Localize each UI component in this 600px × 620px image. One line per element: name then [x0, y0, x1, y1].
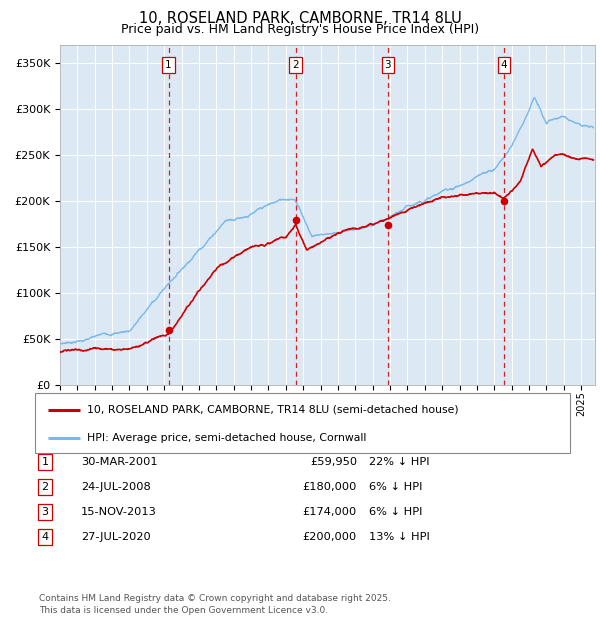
Text: 10, ROSELAND PARK, CAMBORNE, TR14 8LU (semi-detached house): 10, ROSELAND PARK, CAMBORNE, TR14 8LU (s…: [88, 405, 459, 415]
Text: 2: 2: [41, 482, 49, 492]
Text: Contains HM Land Registry data © Crown copyright and database right 2025.
This d: Contains HM Land Registry data © Crown c…: [39, 594, 391, 615]
Text: 6% ↓ HPI: 6% ↓ HPI: [369, 482, 422, 492]
Text: 30-MAR-2001: 30-MAR-2001: [81, 457, 158, 467]
Text: 1: 1: [165, 60, 172, 70]
Text: £180,000: £180,000: [302, 482, 357, 492]
Text: 27-JUL-2020: 27-JUL-2020: [81, 532, 151, 542]
Text: 3: 3: [41, 507, 49, 517]
Text: 2: 2: [292, 60, 299, 70]
Text: 24-JUL-2008: 24-JUL-2008: [81, 482, 151, 492]
Text: 13% ↓ HPI: 13% ↓ HPI: [369, 532, 430, 542]
Text: Price paid vs. HM Land Registry's House Price Index (HPI): Price paid vs. HM Land Registry's House …: [121, 23, 479, 36]
Text: 6% ↓ HPI: 6% ↓ HPI: [369, 507, 422, 517]
Text: £59,950: £59,950: [310, 457, 357, 467]
Text: £174,000: £174,000: [303, 507, 357, 517]
Text: 1: 1: [41, 457, 49, 467]
Text: HPI: Average price, semi-detached house, Cornwall: HPI: Average price, semi-detached house,…: [88, 433, 367, 443]
Text: 4: 4: [41, 532, 49, 542]
Text: 15-NOV-2013: 15-NOV-2013: [81, 507, 157, 517]
Text: 3: 3: [385, 60, 391, 70]
FancyBboxPatch shape: [35, 393, 570, 453]
Text: £200,000: £200,000: [303, 532, 357, 542]
Text: 10, ROSELAND PARK, CAMBORNE, TR14 8LU: 10, ROSELAND PARK, CAMBORNE, TR14 8LU: [139, 11, 461, 26]
Text: 22% ↓ HPI: 22% ↓ HPI: [369, 457, 430, 467]
Text: 4: 4: [500, 60, 507, 70]
